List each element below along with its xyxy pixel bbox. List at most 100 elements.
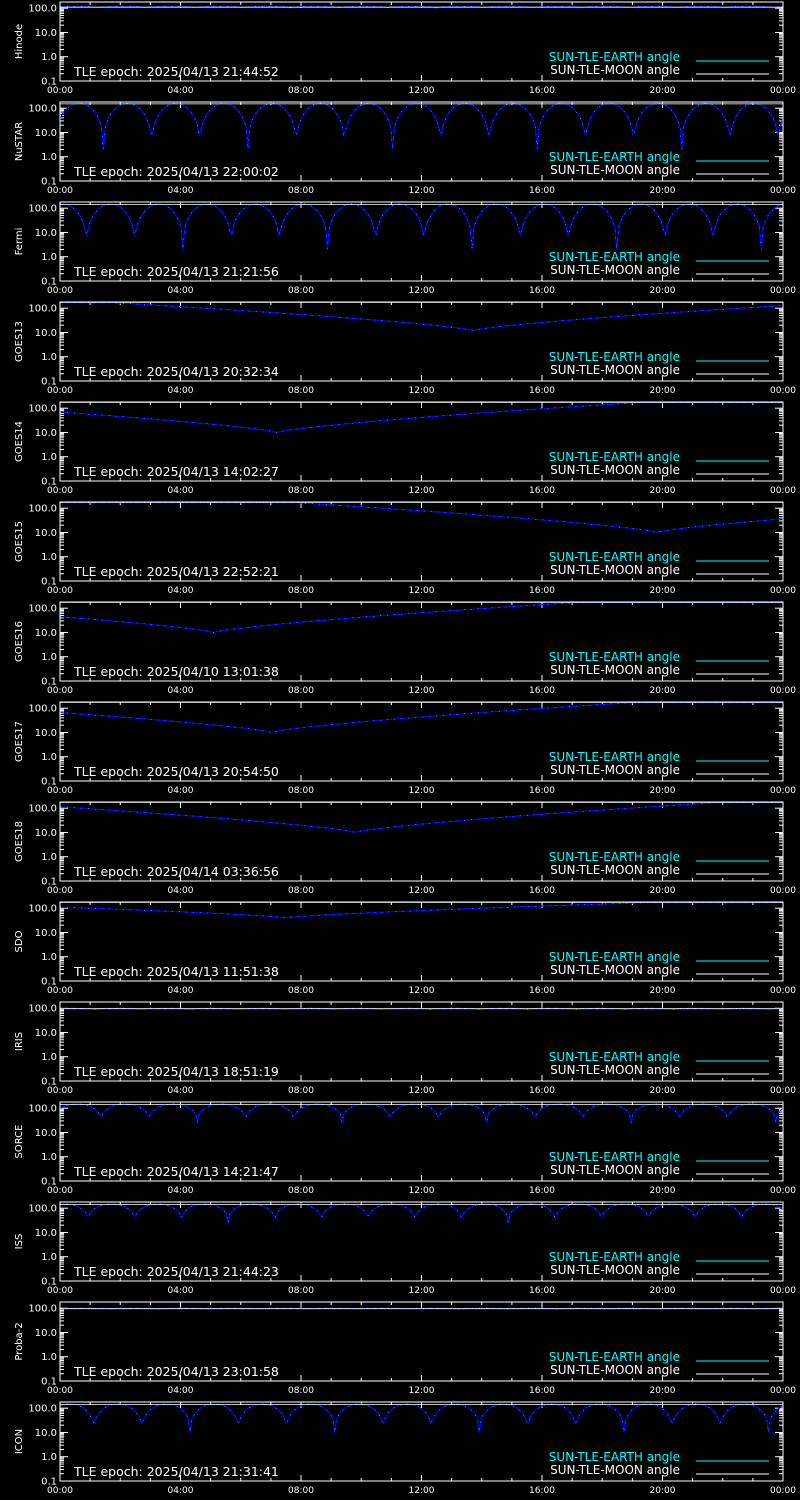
x-tick-label: 12:00	[409, 1486, 435, 1496]
x-tick-label: 16:00	[529, 1186, 555, 1196]
x-tick-label: 04:00	[168, 686, 194, 696]
x-tick-label: 08:00	[288, 1386, 314, 1396]
y-axis-label: GOES15	[14, 521, 25, 562]
y-tick-label: 10.0	[35, 28, 57, 39]
chart-panel-sdo: SDO 100.0 10.0 1.0 0.1 00:00 04:00 08:00 12:00 16…	[0, 900, 800, 1000]
series-line-earth	[59, 5, 784, 9]
x-tick-label: 20:00	[650, 1486, 676, 1496]
epoch-text: TLE epoch: 2025/04/13 22:52:21	[73, 564, 279, 579]
y-tick-label: 1.0	[41, 1152, 57, 1163]
y-tick-label: 100.0	[28, 1104, 57, 1115]
legend-earth-label: SUN-TLE-EARTH angle	[549, 1150, 680, 1164]
plot-frame	[59, 301, 784, 382]
y-tick-label: 10.0	[35, 928, 57, 939]
epoch-text: TLE epoch: 2025/04/13 22:00:02	[73, 164, 279, 179]
epoch-text: TLE epoch: 2025/04/13 18:51:19	[73, 1064, 279, 1079]
x-tick-label: 20:00	[650, 286, 676, 296]
y-axis-label: ICON	[14, 1429, 25, 1454]
chart-panel-icon: ICON 100.0 10.0 1.0 0.1 00:00 04:00 08:00 12:00 1…	[0, 1400, 800, 1500]
chart-panel-sorce: SORCE 100.0 10.0 1.0 0.1 00:00 04:00 08:00 12:00…	[0, 1100, 800, 1200]
y-tick-label: 1.0	[41, 852, 57, 863]
x-tick-label: 20:00	[650, 986, 676, 996]
y-tick-label: 1.0	[41, 252, 57, 263]
x-tick-label: 12:00	[409, 686, 435, 696]
x-tick-label: 08:00	[288, 286, 314, 296]
legend-moon-label: SUN-TLE-MOON angle	[550, 63, 680, 77]
legend-earth-label: SUN-TLE-EARTH angle	[549, 850, 680, 864]
legend-earth-label: SUN-TLE-EARTH angle	[549, 50, 680, 64]
plot-frame	[59, 101, 784, 182]
x-tick-label: 04:00	[168, 586, 194, 596]
legend-moon-label: SUN-TLE-MOON angle	[550, 363, 680, 377]
y-tick-label: 0.1	[41, 777, 57, 788]
legend-earth-label: SUN-TLE-EARTH angle	[549, 150, 680, 164]
y-tick-label: 0.1	[41, 877, 57, 888]
plot-frame	[59, 1101, 784, 1182]
x-tick-label: 12:00	[409, 386, 435, 396]
x-tick-label: 04:00	[168, 1286, 194, 1296]
epoch-text: TLE epoch: 2025/04/13 11:51:38	[73, 964, 279, 979]
x-tick-label: 12:00	[409, 1086, 435, 1096]
epoch-text: TLE epoch: 2025/04/10 13:01:38	[73, 664, 279, 679]
x-tick-label: 16:00	[529, 1086, 555, 1096]
x-tick-label: 00:00	[47, 186, 73, 196]
y-tick-label: 10.0	[35, 628, 57, 639]
y-tick-label: 1.0	[41, 52, 57, 63]
epoch-text: TLE epoch: 2025/04/13 21:21:56	[73, 264, 279, 279]
epoch-text: TLE epoch: 2025/04/13 21:31:41	[73, 1464, 279, 1479]
x-tick-label: 00:00	[770, 486, 796, 496]
x-tick-label: 20:00	[650, 86, 676, 96]
legend-moon-label: SUN-TLE-MOON angle	[550, 963, 680, 977]
y-tick-label: 1.0	[41, 1052, 57, 1063]
x-tick-label: 08:00	[288, 1186, 314, 1196]
x-tick-label: 12:00	[409, 786, 435, 796]
chart-panel-fermi: Fermi 100.0 10.0 1.0 0.1 00:00 04:00 08:00 12:00…	[0, 200, 800, 300]
x-tick-label: 16:00	[529, 386, 555, 396]
legend-moon-label: SUN-TLE-MOON angle	[550, 1163, 680, 1177]
y-tick-label: 10.0	[35, 1128, 57, 1139]
series-dots-earth	[59, 102, 784, 150]
epoch-text: TLE epoch: 2025/04/14 03:36:56	[73, 864, 279, 879]
y-tick-label: 10.0	[35, 128, 57, 139]
x-tick-label: 12:00	[409, 986, 435, 996]
x-tick-label: 20:00	[650, 1286, 676, 1296]
x-tick-label: 00:00	[770, 86, 796, 96]
x-tick-label: 00:00	[47, 86, 73, 96]
x-tick-label: 04:00	[168, 486, 194, 496]
x-tick-label: 20:00	[650, 1186, 676, 1196]
epoch-text: TLE epoch: 2025/04/13 20:54:50	[73, 764, 279, 779]
y-axis-label: Fermi	[14, 228, 25, 256]
legend-moon-label: SUN-TLE-MOON angle	[550, 1263, 680, 1277]
x-tick-label: 00:00	[770, 686, 796, 696]
y-tick-label: 0.1	[41, 377, 57, 388]
chart-panel-iris: IRIS 100.0 10.0 1.0 0.1 00:00 04:00 08:00 12:00 1…	[0, 1000, 800, 1100]
x-tick-label: 20:00	[650, 386, 676, 396]
x-tick-label: 08:00	[288, 1486, 314, 1496]
x-tick-label: 16:00	[529, 286, 555, 296]
series-dots-earth	[59, 1203, 784, 1223]
legend-moon-label: SUN-TLE-MOON angle	[550, 1063, 680, 1077]
y-axis-label: GOES14	[14, 421, 25, 462]
x-tick-label: 16:00	[529, 786, 555, 796]
y-tick-label: 0.1	[41, 577, 57, 588]
legend-earth-label: SUN-TLE-EARTH angle	[549, 1250, 680, 1264]
y-axis-label: GOES16	[14, 621, 25, 662]
epoch-text: TLE epoch: 2025/04/13 23:01:58	[73, 1364, 279, 1379]
y-tick-label: 0.1	[41, 477, 57, 488]
y-tick-label: 0.1	[41, 177, 57, 188]
epoch-text: TLE epoch: 2025/04/13 14:02:27	[73, 464, 279, 479]
x-tick-label: 08:00	[288, 686, 314, 696]
y-tick-label: 0.1	[41, 677, 57, 688]
y-axis-label: GOES17	[14, 721, 25, 762]
x-tick-label: 20:00	[650, 186, 676, 196]
y-tick-label: 0.1	[41, 1477, 57, 1488]
x-tick-label: 12:00	[409, 1286, 435, 1296]
x-tick-label: 00:00	[47, 1286, 73, 1296]
series-line-earth	[59, 802, 783, 833]
